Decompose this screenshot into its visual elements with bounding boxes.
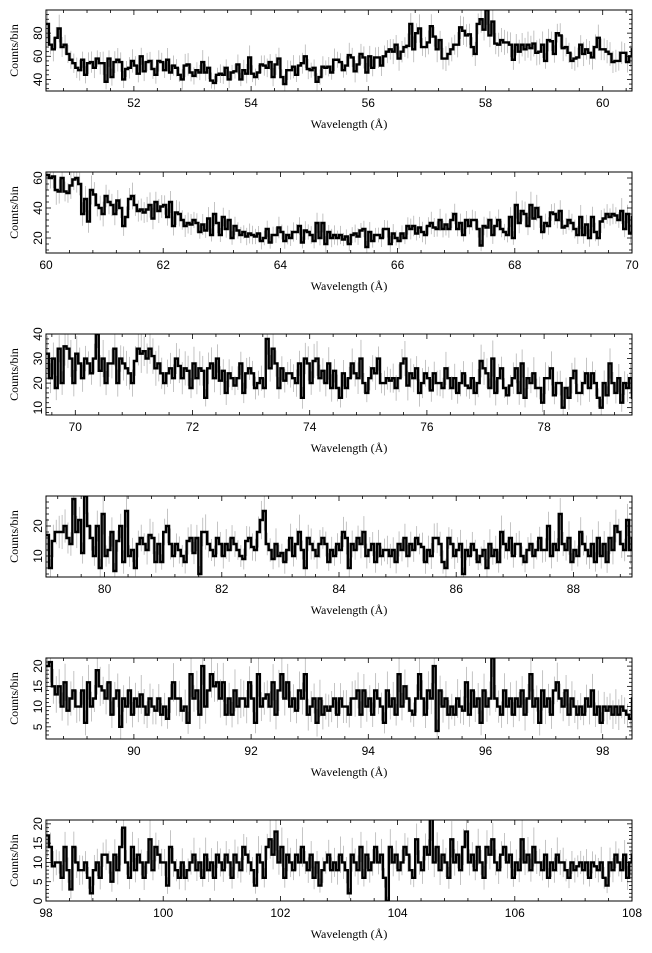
x-tick-label: 54 xyxy=(244,96,258,110)
histogram-line xyxy=(46,496,632,576)
x-tick-label: 92 xyxy=(244,744,258,758)
chart-panel-3: 70 72 74 76 78 10 20 30 40 Wavelength (Å) Counts/b… xyxy=(7,327,633,455)
y-tick-label: 5 xyxy=(31,878,45,885)
y-axis-label: Counts/bin xyxy=(7,186,21,239)
y-tick-label: 20 xyxy=(31,519,45,533)
histogram-line xyxy=(46,658,632,733)
x-tick-label: 96 xyxy=(479,744,493,758)
y-tick-label: 40 xyxy=(31,201,45,215)
x-tick-label: 98 xyxy=(39,906,53,920)
y-tick-label: 10 xyxy=(31,401,45,415)
y-tick-label: 60 xyxy=(31,49,45,63)
x-tick-label: 98 xyxy=(596,744,610,758)
y-tick-label: 60 xyxy=(31,171,45,185)
y-tick-label: 20 xyxy=(31,231,45,245)
y-tick-label: 10 xyxy=(31,855,45,869)
chart-panel-4: 80 82 84 86 88 10 20 Wavelength (Å) Counts/bin xyxy=(7,495,633,617)
y-tick-label: 20 xyxy=(31,817,45,831)
x-tick-label: 60 xyxy=(596,96,610,110)
x-axis-label: Wavelength (Å) xyxy=(311,279,388,293)
chart-panel-5: 90 92 94 96 98 5 10 15 20 Wavelength (Å) Counts/bi… xyxy=(7,657,633,779)
x-tick-label: 82 xyxy=(215,582,229,596)
x-tick-label: 70 xyxy=(625,258,639,272)
x-tick-label: 62 xyxy=(157,258,171,272)
histogram-line xyxy=(46,10,632,86)
y-axis-label: Counts/bin xyxy=(7,348,21,401)
data-area xyxy=(46,496,632,577)
x-axis-label: Wavelength (Å) xyxy=(311,603,388,617)
y-tick-label: 15 xyxy=(31,836,45,850)
y-axis-label: Counts/bin xyxy=(7,834,21,887)
x-tick-label: 70 xyxy=(69,420,83,434)
y-tick-label: 10 xyxy=(31,549,45,563)
x-tick-label: 90 xyxy=(127,744,141,758)
y-axis-label: Counts/bin xyxy=(7,510,21,563)
x-tick-label: 74 xyxy=(303,420,317,434)
x-tick-label: 100 xyxy=(153,906,173,920)
histogram-line xyxy=(46,334,632,409)
x-tick-label: 80 xyxy=(98,582,112,596)
x-tick-label: 94 xyxy=(362,744,376,758)
chart-panel-1: 52 54 56 58 60 40 60 80 Wavelength (Å) Counts/bin xyxy=(7,9,633,131)
x-tick-label: 60 xyxy=(39,258,53,272)
data-area xyxy=(46,10,632,91)
x-tick-label: 56 xyxy=(362,96,376,110)
x-tick-label: 72 xyxy=(186,420,200,434)
x-tick-label: 106 xyxy=(505,906,525,920)
y-tick-label: 80 xyxy=(31,26,45,40)
plot-frame xyxy=(45,819,633,902)
x-tick-label: 58 xyxy=(479,96,493,110)
x-tick-label: 68 xyxy=(508,258,522,272)
x-tick-label: 76 xyxy=(420,420,434,434)
x-axis-label: Wavelength (Å) xyxy=(311,927,388,941)
y-tick-label: 5 xyxy=(31,723,45,730)
x-tick-label: 104 xyxy=(388,906,408,920)
x-tick-label: 66 xyxy=(391,258,405,272)
y-tick-label: 20 xyxy=(31,659,45,673)
y-tick-label: 10 xyxy=(31,700,45,714)
x-tick-label: 64 xyxy=(274,258,288,272)
histogram-line xyxy=(46,820,632,901)
x-axis-label: Wavelength (Å) xyxy=(311,117,388,131)
histogram-line xyxy=(46,173,632,249)
x-tick-label: 86 xyxy=(450,582,464,596)
y-axis-label: Counts/bin xyxy=(7,24,21,77)
x-tick-label: 78 xyxy=(537,420,551,434)
x-tick-label: 84 xyxy=(332,582,346,596)
y-tick-label: 20 xyxy=(31,376,45,390)
chart-panel-6: 98 100 102 104 106 108 0 5 10 15 20 Wavelength (Å) C… xyxy=(7,817,642,941)
plot-frame xyxy=(45,9,633,92)
x-axis-label: Wavelength (Å) xyxy=(311,441,388,455)
x-tick-label: 88 xyxy=(567,582,581,596)
chart-panel-2: 60 62 64 66 68 70 20 40 60 Wavelength (Å) Counts/b… xyxy=(7,171,639,293)
plot-frame xyxy=(45,333,633,416)
y-tick-label: 0 xyxy=(31,897,45,904)
y-tick-label: 40 xyxy=(31,327,45,341)
plot-frame xyxy=(45,171,633,254)
y-tick-label: 40 xyxy=(31,72,45,86)
x-axis-label: Wavelength (Å) xyxy=(311,765,388,779)
y-tick-label: 30 xyxy=(31,352,45,366)
data-area xyxy=(46,172,632,253)
data-area xyxy=(46,658,632,739)
y-tick-label: 15 xyxy=(31,679,45,693)
data-area xyxy=(46,820,632,901)
y-axis-label: Counts/bin xyxy=(7,672,21,725)
x-tick-label: 52 xyxy=(127,96,141,110)
data-area xyxy=(46,334,632,415)
x-tick-label: 102 xyxy=(270,906,290,920)
x-tick-label: 108 xyxy=(622,906,642,920)
